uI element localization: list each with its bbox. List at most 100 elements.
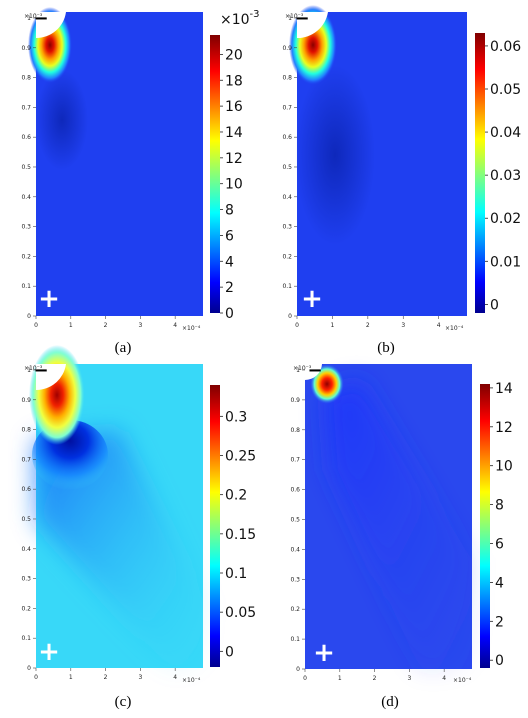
y-tick-label: 0.9: [290, 397, 300, 404]
x-tick-label: 0: [34, 322, 38, 329]
colorbar-tick-label: 16: [225, 99, 243, 115]
colorbar: 0 0.01 0.02 0.03 0.04 0.05 0.06: [475, 33, 521, 313]
x-axis-exponent: ×10⁻⁴: [182, 677, 201, 684]
x-tick-label: 4: [437, 322, 441, 329]
y-tick-label: 0.1: [290, 636, 300, 643]
y-tick-label: 0.2: [282, 253, 292, 260]
x-tick-label: 1: [69, 674, 73, 681]
colorbar-tick-label: 0.05: [490, 82, 521, 98]
y-tick-label: 0.3: [21, 576, 31, 583]
y-tick-label: 0.3: [282, 224, 292, 231]
y-tick-label: 0.7: [21, 456, 31, 463]
colorbar-tick-label: 6: [495, 537, 504, 553]
y-tick-label: 0.6: [21, 486, 31, 493]
colorbar-tick-label: 8: [495, 498, 504, 514]
x-axis-exponent: ×10⁻⁴: [182, 325, 201, 332]
y-axis: ×10⁻³ 0 0.1 0.2 0.3 0.4 0.5 0.6 0.7 0.8 0.9 1: [290, 365, 311, 673]
colorbar-tick-label: 14: [225, 125, 243, 141]
colorbar-tick-label: 0.3: [225, 409, 247, 425]
y-tick-label: 0: [296, 666, 300, 673]
colorbar-tick-label: 18: [225, 73, 243, 89]
x-tick-label: 2: [373, 675, 377, 682]
x-tick-label: 1: [69, 322, 73, 329]
y-tick-label: 0.5: [21, 164, 31, 171]
electrode-minus-label: −: [33, 8, 48, 29]
panel-caption: (d): [381, 694, 399, 710]
panel-d: − + ×10⁻³ 00.10.20.30.40.50.60.70.80.91 …: [290, 360, 512, 710]
panel-caption: (b): [377, 340, 395, 356]
x-tick-label: 3: [138, 674, 142, 681]
x-tick-labels: 0 1 2 3 4: [295, 316, 441, 329]
colorbar-tick-label: 0.01: [490, 254, 521, 270]
y-axis: ×10⁻³ 0 0.1 0.2 0.3 0.4 0.5 0.6 0.7 0.8 0.9 1: [21, 13, 42, 320]
y-tick-labels: 0 0.1 0.2 0.3 0.4 0.5 0.6 0.7 0.8 0.9 1: [21, 15, 36, 320]
colorbar-tick-label: 0.04: [490, 125, 521, 141]
y-tick-label: 0.6: [21, 134, 31, 141]
colorbar-tick-label: 0: [225, 306, 234, 322]
colorbar-tick-label: 14: [495, 381, 513, 397]
x-axis: ×10⁻⁴ 0 1 2 3 4: [34, 668, 201, 684]
heatmap-field: [29, 345, 203, 668]
y-tick-label: 1: [296, 367, 300, 374]
colorbar-tick-label: 0.03: [490, 168, 521, 184]
y-tick-label: 1: [288, 15, 292, 22]
y-tick-label: 0.1: [21, 283, 31, 290]
x-tick-label: 2: [104, 322, 108, 329]
x-tick-label: 1: [331, 322, 335, 329]
colorbar-tick-label: 0.15: [225, 527, 256, 543]
y-tick-label: 0.9: [21, 397, 31, 404]
y-tick-label: 1: [27, 15, 31, 22]
x-tick-labels: 0 1 2 3 4: [34, 668, 177, 681]
panel-caption: (a): [115, 340, 132, 356]
colorbar-tick-label: 0: [490, 297, 499, 313]
y-tick-label: 0: [288, 313, 292, 320]
y-tick-label: 0.8: [290, 427, 300, 434]
y-axis-exponent: ×10⁻³: [24, 13, 43, 20]
electrode-notch: [36, 364, 66, 391]
y-tick-labels: 0 0.1 0.2 0.3 0.4 0.5 0.6 0.7 0.8 0.9 1: [21, 367, 36, 672]
panel-b: − + ×10⁻³ 00.10.20.30.40.50.60.70.80.91 …: [282, 5, 521, 356]
y-tick-label: 0.3: [21, 224, 31, 231]
y-tick-label: 0.4: [21, 546, 31, 553]
x-axis: ×10⁻⁴ 0 1 2 3 4: [303, 669, 472, 684]
colorbar-tick-label: 12: [225, 151, 243, 167]
x-tick-label: 0: [34, 674, 38, 681]
heatmap-field: [28, 7, 203, 316]
colorbar-tick-label: 10: [225, 177, 243, 193]
y-tick-label: 0.7: [282, 104, 292, 111]
y-tick-label: 0.7: [21, 104, 31, 111]
colorbar-tick-label: 10: [495, 459, 513, 475]
y-tick-label: 0.1: [21, 635, 31, 642]
colorbar-tick-label: 0.1: [225, 566, 247, 582]
y-tick-label: 0.2: [21, 605, 31, 612]
colorbar-tick-label: 4: [225, 254, 234, 270]
colorbar-ticks: 0 2 4 6 8 10 12 14 16 18 20: [220, 47, 243, 322]
electrode-notch: [36, 12, 66, 39]
y-tick-label: 0.8: [21, 75, 31, 82]
x-tick-label: 4: [173, 674, 177, 681]
x-tick-label: 4: [173, 322, 177, 329]
heatmap-field: [305, 364, 472, 669]
colorbar-tick-label: 4: [495, 575, 504, 591]
y-tick-label: 0.8: [282, 75, 292, 82]
y-tick-label: 0.5: [21, 516, 31, 523]
colorbar-bar: [210, 385, 220, 667]
colorbar-bar: [210, 35, 220, 313]
colorbar: 0 0.05 0.1 0.15 0.2 0.25 0.3: [210, 385, 256, 667]
y-tick-label: 0.5: [290, 516, 300, 523]
x-axis: ×10⁻⁴ 0 1 2 3 4: [295, 316, 464, 332]
colorbar-tick-label: 0.25: [225, 449, 256, 465]
x-tick-label: 0: [303, 675, 307, 682]
y-tick-label: 0.7: [290, 457, 300, 464]
y-tick-label: 0.9: [21, 45, 31, 52]
y-tick-label: 0.8: [21, 427, 31, 434]
x-tick-labels: 0 1 2 3 4: [303, 669, 446, 682]
colorbar-tick-label: 8: [225, 203, 234, 219]
y-axis-exponent: ×10⁻³: [24, 365, 43, 372]
colorbar-tick-label: 2: [495, 614, 504, 630]
colorbar-tick-label: 0.05: [225, 605, 256, 621]
electrode-plus-label: +: [38, 637, 60, 667]
y-tick-label: 0.2: [290, 606, 300, 613]
colorbar-tick-label: 0.2: [225, 488, 247, 504]
colorbar-exponent: ×10-3: [220, 9, 260, 28]
